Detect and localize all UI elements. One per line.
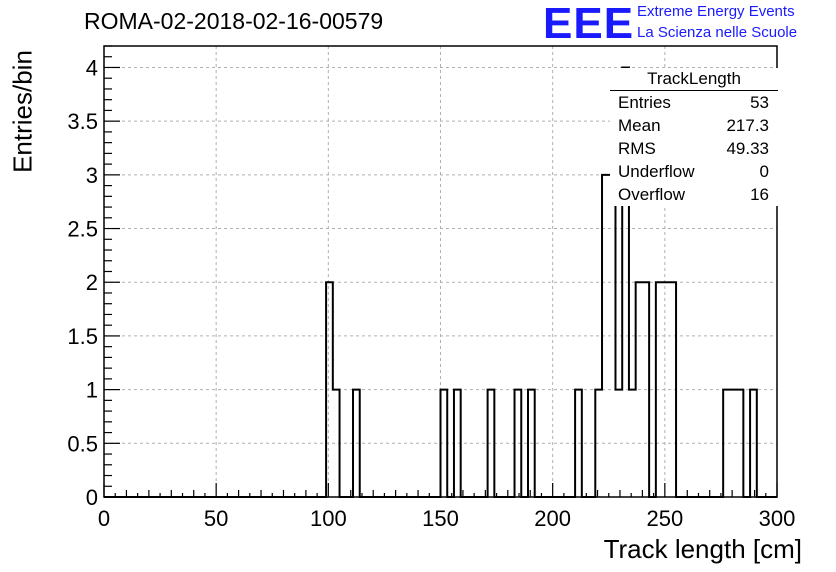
stats-value: 0 bbox=[759, 162, 769, 181]
x-tick-label: 50 bbox=[204, 506, 228, 531]
stats-key: RMS bbox=[618, 139, 656, 158]
y-tick-label: 2 bbox=[86, 270, 98, 295]
stats-key: Mean bbox=[618, 116, 661, 135]
x-tick-label: 150 bbox=[422, 506, 459, 531]
x-tick-label: 0 bbox=[98, 506, 110, 531]
y-tick-label: 3 bbox=[86, 163, 98, 188]
stats-value: 49.33 bbox=[726, 139, 769, 158]
y-tick-label: 4 bbox=[86, 55, 98, 80]
tick-labels: 0 50 100 150 200 250 300 0 0.5 1 1.5 2 2.5 3 3.5 4 bbox=[67, 55, 795, 531]
stats-box: TrackLength Entries 53 Mean 217.3 RMS 49… bbox=[610, 68, 778, 206]
x-tick-label: 250 bbox=[646, 506, 683, 531]
stats-row-mean: Mean 217.3 bbox=[610, 114, 778, 137]
eee-logo: EEE bbox=[543, 0, 635, 48]
y-tick-label: 0.5 bbox=[67, 431, 98, 456]
stats-key: Underflow bbox=[618, 162, 695, 181]
stats-value: 217.3 bbox=[726, 116, 769, 135]
stats-row-overflow: Overflow 16 bbox=[610, 183, 778, 206]
y-axis-label: Entries/bin bbox=[7, 50, 38, 173]
y-tick-label: 3.5 bbox=[67, 109, 98, 134]
stats-value: 53 bbox=[750, 93, 769, 112]
y-tick-label: 0 bbox=[86, 485, 98, 510]
y-tick-label: 1.5 bbox=[67, 324, 98, 349]
stats-key: Overflow bbox=[618, 185, 686, 204]
x-tick-label: 200 bbox=[534, 506, 571, 531]
stats-row-rms: RMS 49.33 bbox=[610, 137, 778, 160]
x-tick-label: 300 bbox=[759, 506, 796, 531]
stats-row-underflow: Underflow 0 bbox=[610, 160, 778, 183]
stats-title: TrackLength bbox=[610, 68, 778, 91]
stats-row-entries: Entries 53 bbox=[610, 91, 778, 114]
x-tick-label: 100 bbox=[310, 506, 347, 531]
axis-ticks bbox=[103, 45, 778, 498]
logo-subtitle-line2: La Scienza nelle Scuole bbox=[637, 24, 798, 41]
stats-key: Entries bbox=[618, 93, 671, 112]
run-title: ROMA-02-2018-02-16-00579 bbox=[84, 8, 384, 34]
logo-subtitle-line1: Extreme Energy Events bbox=[637, 3, 795, 20]
y-tick-label: 2.5 bbox=[67, 217, 98, 242]
stats-value: 16 bbox=[750, 185, 769, 204]
x-axis-label: Track length [cm] bbox=[603, 534, 802, 564]
y-tick-label: 1 bbox=[86, 378, 98, 403]
